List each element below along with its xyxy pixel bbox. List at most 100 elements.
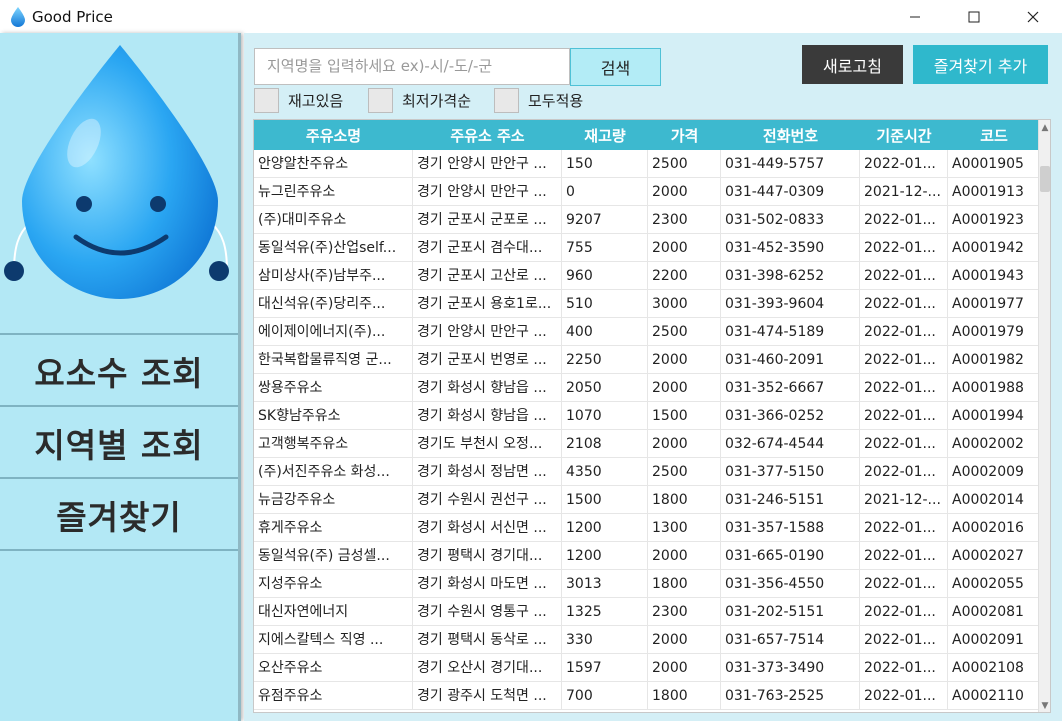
- column-header-base-time[interactable]: 기준시간: [876, 126, 932, 145]
- table-row[interactable]: SK향남주유소 경기 화성시 향남읍 ... 1070 1500 031-366-025…: [254, 402, 1040, 430]
- water-drop-icon: [11, 6, 25, 27]
- checkbox-box[interactable]: [368, 88, 393, 113]
- cell-station-name: 뉴금강주유소: [254, 486, 413, 514]
- cell-stock: 2108: [562, 430, 648, 458]
- nav-divider: [0, 405, 238, 407]
- cell-phone: 031-452-3590: [721, 234, 860, 262]
- cell-phone: 031-352-6667: [721, 374, 860, 402]
- column-header-address[interactable]: 주유소 주소: [450, 126, 525, 145]
- cell-base-time: 2022-01...: [860, 150, 948, 178]
- table-row[interactable]: 휴게주유소 경기 화성시 서신면 ... 1200 1300 031-357-1588 2…: [254, 514, 1040, 542]
- nav-item-region-search[interactable]: 지역별 조회: [34, 426, 204, 465]
- cell-phone: 031-377-5150: [721, 458, 860, 486]
- column-header-stock[interactable]: 재고량: [584, 126, 626, 145]
- table-row[interactable]: 한국복합물류직영 군... 경기 군포시 번영로 ... 2250 2000 031-4…: [254, 346, 1040, 374]
- checkbox-apply-all[interactable]: 모두적용: [494, 88, 583, 113]
- vertical-scrollbar[interactable]: ▲ ▼: [1038, 120, 1050, 712]
- column-header-phone[interactable]: 전화번호: [762, 126, 819, 145]
- table-row[interactable]: 유점주유소 경기 광주시 도척면 ... 700 1800 031-763-2525 20…: [254, 682, 1040, 710]
- cell-base-time: 2022-01...: [860, 542, 948, 570]
- cell-stock: 1070: [562, 402, 648, 430]
- table-row[interactable]: 지성주유소 경기 화성시 마도면 ... 3013 1800 031-356-4550 2…: [254, 570, 1040, 598]
- table-row[interactable]: 지에스칼텍스 직영 ... 경기 평택시 동삭로 ... 330 2000 031-65…: [254, 626, 1040, 654]
- cell-base-time: 2021-12-...: [860, 486, 948, 514]
- checkbox-in-stock[interactable]: 재고있음: [254, 88, 343, 113]
- cell-price: 1300: [648, 514, 721, 542]
- cell-station-name: 대신석유(주)당리주...: [254, 290, 413, 318]
- table-row[interactable]: (주)대미주유소 경기 군포시 군포로 ... 9207 2300 031-502-08…: [254, 206, 1040, 234]
- checkbox-lowest-price[interactable]: 최저가격순: [368, 88, 471, 113]
- cell-price: 1800: [648, 682, 721, 710]
- cell-station-name: (주)서진주유소 화성...: [254, 458, 413, 486]
- cell-station-name: 삼미상사(주)남부주...: [254, 262, 413, 290]
- table-row[interactable]: 쌍용주유소 경기 화성시 향남읍 ... 2050 2000 031-352-6667 2…: [254, 374, 1040, 402]
- cell-base-time: 2022-01...: [860, 262, 948, 290]
- add-favorite-button[interactable]: 즐겨찾기 추가: [913, 45, 1048, 84]
- cell-price: 2300: [648, 598, 721, 626]
- table-row[interactable]: 동일석유(주) 금성셀... 경기 평택시 경기대... 1200 2000 031-6…: [254, 542, 1040, 570]
- cell-phone: 031-665-0190: [721, 542, 860, 570]
- checkbox-box[interactable]: [254, 88, 279, 113]
- cell-address: 경기 화성시 향남읍 ...: [413, 374, 562, 402]
- cell-price: 2000: [648, 654, 721, 682]
- table-row[interactable]: (주)서진주유소 화성... 경기 화성시 정남면 ... 4350 2500 031-…: [254, 458, 1040, 486]
- column-header-station-name[interactable]: 주유소명: [305, 126, 362, 145]
- cell-code: A0002081: [948, 598, 1040, 626]
- cell-stock: 330: [562, 626, 648, 654]
- cell-phone: 031-657-7514: [721, 626, 860, 654]
- nav-item-favorites[interactable]: 즐겨찾기: [56, 498, 182, 537]
- search-input[interactable]: 지역명을 입력하세요 ex)-시/-도/-군: [254, 48, 570, 85]
- cell-code: A0001943: [948, 262, 1040, 290]
- cell-stock: 2250: [562, 346, 648, 374]
- cell-station-name: 뉴그린주유소: [254, 178, 413, 206]
- refresh-button[interactable]: 새로고침: [802, 45, 903, 84]
- table-row[interactable]: 고객행복주유소 경기도 부천시 오정... 2108 2000 032-674-4544…: [254, 430, 1040, 458]
- cell-address: 경기 평택시 동삭로 ...: [413, 626, 562, 654]
- column-header-price[interactable]: 가격: [670, 126, 699, 145]
- scroll-down-icon[interactable]: ▼: [1041, 701, 1049, 711]
- cell-base-time: 2022-01...: [860, 682, 948, 710]
- cell-phone: 031-356-4550: [721, 570, 860, 598]
- cell-code: A0001979: [948, 318, 1040, 346]
- cell-station-name: 에이제이에너지(주)...: [254, 318, 413, 346]
- table-row[interactable]: 삼미상사(주)남부주... 경기 군포시 고산로 ... 960 2200 031-39…: [254, 262, 1040, 290]
- cell-code: A0002027: [948, 542, 1040, 570]
- cell-price: 3000: [648, 290, 721, 318]
- maximize-button[interactable]: [951, 0, 997, 33]
- table-row[interactable]: 동일석유(주)산업self... 경기 군포시 겸수대... 755 2000 031-…: [254, 234, 1040, 262]
- cell-station-name: 지에스칼텍스 직영 ...: [254, 626, 413, 654]
- nav-divider: [0, 477, 238, 479]
- table-row[interactable]: 대신석유(주)당리주... 경기 군포시 용호1로... 510 3000 031-39…: [254, 290, 1040, 318]
- table-row[interactable]: 안양알찬주유소 경기 안양시 만안구 ... 150 2500 031-449-5757…: [254, 150, 1040, 178]
- cell-price: 2000: [648, 234, 721, 262]
- cell-station-name: 휴게주유소: [254, 514, 413, 542]
- table-row[interactable]: 오산주유소 경기 오산시 경기대... 1597 2000 031-373-3490 20…: [254, 654, 1040, 682]
- cell-code: A0002110: [948, 682, 1040, 710]
- scrollbar-thumb[interactable]: [1040, 166, 1050, 192]
- table-body: 안양알찬주유소 경기 안양시 만안구 ... 150 2500 031-449-5757…: [254, 150, 1040, 710]
- cell-phone: 031-366-0252: [721, 402, 860, 430]
- cell-station-name: 동일석유(주)산업self...: [254, 234, 413, 262]
- table-row[interactable]: 뉴그린주유소 경기 안양시 만안구 ... 0 2000 031-447-0309 202…: [254, 178, 1040, 206]
- minimize-button[interactable]: [892, 0, 938, 33]
- cell-base-time: 2022-01...: [860, 514, 948, 542]
- cell-code: A0002009: [948, 458, 1040, 486]
- table-row[interactable]: 에이제이에너지(주)... 경기 안양시 만안구 ... 400 2500 031-47…: [254, 318, 1040, 346]
- nav-item-urea-search[interactable]: 요소수 조회: [34, 354, 204, 393]
- column-header-code[interactable]: 코드: [980, 126, 1008, 145]
- table-row[interactable]: 대신자연에너지 경기 수원시 영통구 ... 1325 2300 031-202-515…: [254, 598, 1040, 626]
- cell-price: 2200: [648, 262, 721, 290]
- window-title: Good Price: [32, 7, 113, 26]
- cell-price: 2500: [648, 318, 721, 346]
- checkbox-box[interactable]: [494, 88, 519, 113]
- cell-price: 1800: [648, 570, 721, 598]
- search-button[interactable]: 검색: [570, 48, 661, 86]
- cell-base-time: 2022-01...: [860, 654, 948, 682]
- close-button[interactable]: [1010, 0, 1056, 33]
- table-row[interactable]: 뉴금강주유소 경기 수원시 권선구 ... 1500 1800 031-246-5151…: [254, 486, 1040, 514]
- cell-code: A0001942: [948, 234, 1040, 262]
- scroll-up-icon[interactable]: ▲: [1041, 123, 1049, 133]
- cell-station-name: SK향남주유소: [254, 402, 413, 430]
- cell-base-time: 2022-01...: [860, 374, 948, 402]
- cell-address: 경기 수원시 영통구 ...: [413, 598, 562, 626]
